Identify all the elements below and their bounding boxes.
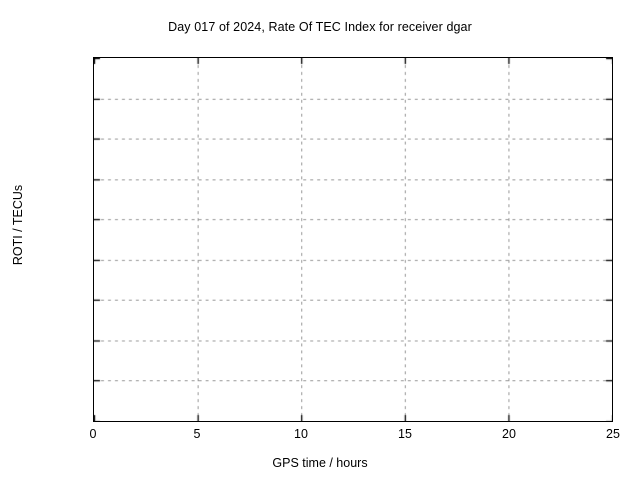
- x-tick-label: 5: [193, 427, 201, 441]
- x-tick-label: 15: [398, 427, 412, 441]
- x-tick-label: 20: [502, 427, 516, 441]
- x-tick-label: 0: [89, 427, 97, 441]
- plot-area: [93, 57, 613, 422]
- scatter-plot-canvas: [94, 58, 612, 421]
- x-tick-label: 25: [606, 427, 620, 441]
- y-axis-label: ROTI / TECUs: [11, 184, 25, 266]
- x-tick-label: 10: [294, 427, 308, 441]
- x-axis-label: GPS time / hours: [272, 456, 368, 470]
- chart-title: Day 017 of 2024, Rate Of TEC Index for r…: [168, 20, 472, 34]
